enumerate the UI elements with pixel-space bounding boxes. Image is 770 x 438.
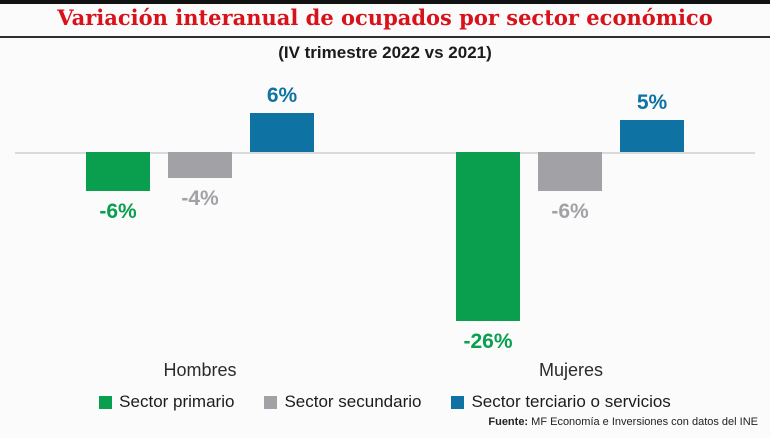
bar-mujeres-sector-terciario-o-servicios — [620, 119, 684, 152]
bar-hombres-sector-secundario — [168, 152, 232, 178]
legend-item-sector-secundario: Sector secundario — [264, 392, 421, 412]
legend: Sector primario Sector secundario Sector t… — [0, 392, 770, 412]
legend-swatch-icon — [264, 395, 278, 409]
legend-label: Sector secundario — [284, 392, 422, 411]
chart-title: Variación interanual de ocupados por sec… — [57, 5, 713, 30]
legend-swatch-icon — [451, 395, 465, 409]
legend-item-sector-primario: Sector primario — [99, 392, 234, 412]
legend-label: Sector terciario o servicios — [471, 392, 671, 411]
value-label-hombres-sector-terciario-o-servicios: 6% — [266, 84, 298, 107]
legend-item-sector-terciario-o-servicios: Sector terciario o servicios — [451, 392, 671, 412]
category-label-mujeres: Mujeres — [538, 360, 604, 380]
source-note: Fuente: MF Economía e Inversiones con da… — [488, 416, 758, 428]
chart-subtitle: (IV trimestre 2022 vs 2021) — [278, 43, 492, 62]
bar-hombres-sector-primario — [86, 152, 150, 191]
value-label-mujeres-sector-secundario: -6% — [551, 200, 589, 223]
bar-mujeres-sector-primario — [456, 152, 520, 321]
title-divider-rule — [0, 36, 770, 38]
legend-swatch-icon — [99, 395, 113, 409]
bar-hombres-sector-terciario-o-servicios — [250, 113, 314, 152]
value-label-mujeres-sector-terciario-o-servicios: 5% — [636, 90, 668, 114]
legend-label: Sector primario — [119, 392, 235, 411]
category-label-hombres: Hombres — [163, 360, 237, 380]
value-label-mujeres-sector-primario: -26% — [463, 330, 513, 353]
source-label: Fuente: — [488, 416, 529, 428]
bar-mujeres-sector-secundario — [538, 152, 602, 191]
source-text: MF Economía e Inversiones con datos del … — [528, 416, 758, 428]
top-border-rule — [0, 0, 770, 4]
zero-axis-line — [15, 152, 755, 154]
value-label-hombres-sector-secundario: -4% — [181, 187, 219, 210]
value-label-hombres-sector-primario: -6% — [99, 200, 137, 223]
